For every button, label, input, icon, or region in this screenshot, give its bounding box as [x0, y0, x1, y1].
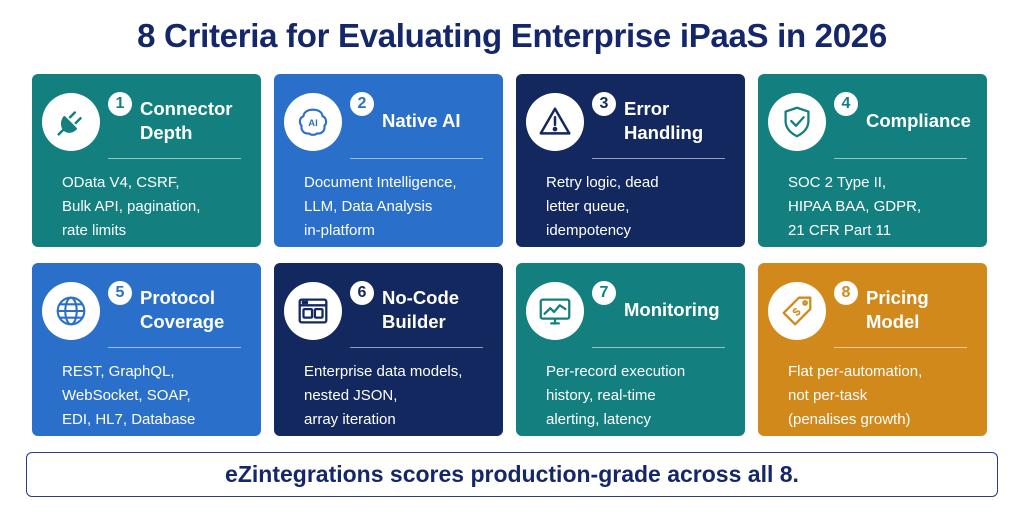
- description-line: LLM, Data Analysis: [304, 198, 433, 215]
- criterion-number: 6: [350, 281, 374, 305]
- criterion-description: Enterprise data models, nested JSON, arr…: [304, 360, 491, 432]
- description-line: in-platform: [304, 222, 375, 239]
- description-line: (penalises growth): [788, 411, 911, 428]
- description-line: alerting, latency: [546, 411, 652, 428]
- criterion-number: 2: [350, 92, 374, 116]
- criterion-number: 5: [108, 281, 132, 305]
- criterion-card-compliance: 4 Compliance SOC 2 Type II, HIPAA BAA, G…: [758, 74, 987, 247]
- description-line: letter queue,: [546, 198, 630, 215]
- description-line: idempotency: [546, 222, 632, 239]
- criterion-title: No-Code Builder: [382, 287, 460, 332]
- shield-check-icon: [768, 93, 826, 151]
- criterion-description: Flat per-automation, not per-task (penal…: [788, 360, 975, 432]
- criterion-card-protocol-coverage: 5 Protocol Coverage REST, GraphQL, WebSo…: [32, 263, 261, 436]
- description-line: SOC 2 Type II,: [788, 174, 887, 191]
- criterion-title: Compliance: [866, 110, 971, 131]
- description-line: Flat per-automation,: [788, 363, 923, 380]
- svg-text:AI: AI: [308, 118, 318, 129]
- description-line: Per-record execution: [546, 363, 686, 380]
- criterion-card-pricing-model: $ 8 Pricing Model Flat per-automation, n…: [758, 263, 987, 436]
- builder-window-icon: [284, 282, 342, 340]
- description-line: Bulk API, pagination,: [62, 198, 201, 215]
- criterion-card-error-handling: 3 Error Handling Retry logic, dead lette…: [516, 74, 745, 247]
- ai-brain-icon: AI: [284, 93, 342, 151]
- divider: [108, 347, 241, 348]
- description-line: HIPAA BAA, GDPR,: [788, 198, 922, 215]
- description-line: nested JSON,: [304, 387, 398, 404]
- criterion-description: REST, GraphQL, WebSocket, SOAP, EDI, HL7…: [62, 360, 249, 432]
- criterion-title: Connector Depth: [140, 98, 233, 143]
- criterion-description: Document Intelligence, LLM, Data Analysi…: [304, 171, 491, 243]
- criterion-number: 1: [108, 92, 132, 116]
- criterion-title: Error Handling: [624, 98, 704, 143]
- price-tag-icon: $: [768, 282, 826, 340]
- criterion-card-monitoring: 7 Monitoring Per-record execution histor…: [516, 263, 745, 436]
- criterion-card-no-code-builder: 6 No-Code Builder Enterprise data models…: [274, 263, 503, 436]
- monitor-chart-icon: [526, 282, 584, 340]
- divider: [834, 347, 967, 348]
- divider: [834, 158, 967, 159]
- description-line: rate limits: [62, 222, 127, 239]
- criterion-card-connector-depth: 1 Connector Depth OData V4, CSRF, Bulk A…: [32, 74, 261, 247]
- criterion-title: Monitoring: [624, 299, 720, 320]
- criterion-title: Pricing Model: [866, 287, 929, 332]
- criterion-description: Retry logic, dead letter queue, idempote…: [546, 171, 733, 243]
- description-line: history, real-time: [546, 387, 656, 404]
- globe-icon: [42, 282, 100, 340]
- page-title: 8 Criteria for Evaluating Enterprise iPa…: [137, 17, 887, 54]
- divider: [350, 158, 483, 159]
- divider: [108, 158, 241, 159]
- criterion-number: 7: [592, 281, 616, 305]
- criterion-number: 4: [834, 92, 858, 116]
- divider: [592, 158, 725, 159]
- description-line: 21 CFR Part 11: [788, 222, 892, 239]
- summary-banner: eZintegrations scores production-grade a…: [26, 452, 998, 497]
- criterion-number: 8: [834, 281, 858, 305]
- criterion-card-native-ai: AI 2 Native AI Document Intelligence, LL…: [274, 74, 503, 247]
- description-line: Retry logic, dead: [546, 174, 659, 191]
- description-line: Document Intelligence,: [304, 174, 457, 191]
- description-line: WebSocket, SOAP,: [62, 387, 191, 404]
- description-line: EDI, HL7, Database: [62, 411, 196, 428]
- criterion-description: SOC 2 Type II, HIPAA BAA, GDPR, 21 CFR P…: [788, 171, 975, 243]
- criterion-title: Protocol Coverage: [140, 287, 225, 332]
- description-line: not per-task: [788, 387, 868, 404]
- criterion-description: Per-record execution history, real-time …: [546, 360, 733, 432]
- warning-triangle-icon: [526, 93, 584, 151]
- plug-icon: [42, 93, 100, 151]
- divider: [592, 347, 725, 348]
- description-line: Enterprise data models,: [304, 363, 463, 380]
- description-line: REST, GraphQL,: [62, 363, 175, 380]
- divider: [350, 347, 483, 348]
- criterion-description: OData V4, CSRF, Bulk API, pagination, ra…: [62, 171, 249, 243]
- criteria-grid: 1 Connector Depth OData V4, CSRF, Bulk A…: [32, 74, 988, 436]
- criterion-title: Native AI: [382, 110, 461, 131]
- description-line: array iteration: [304, 411, 396, 428]
- description-line: OData V4, CSRF,: [62, 174, 180, 191]
- criterion-number: 3: [592, 92, 616, 116]
